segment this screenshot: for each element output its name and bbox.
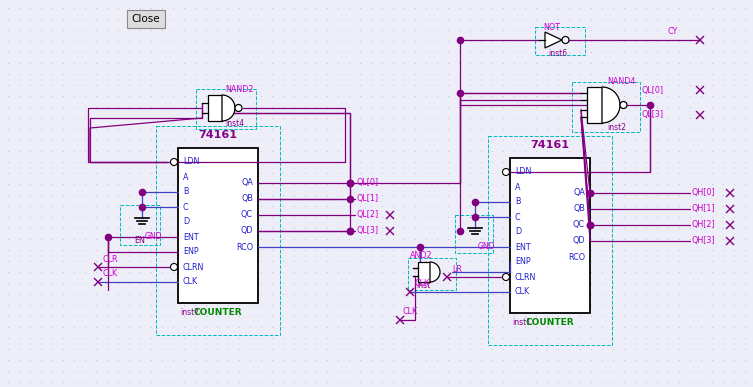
Text: QL[2]: QL[2]	[357, 209, 380, 219]
Circle shape	[502, 168, 510, 175]
Text: 74161: 74161	[531, 140, 569, 150]
Text: LR: LR	[452, 264, 462, 274]
Circle shape	[620, 101, 627, 108]
Text: CLR: CLR	[103, 255, 118, 264]
Bar	[178, 148, 258, 303]
Text: QH[2]: QH[2]	[692, 219, 716, 228]
Text: inst1: inst1	[512, 318, 531, 327]
Text: NAND2: NAND2	[225, 84, 254, 94]
Text: CLRN: CLRN	[515, 272, 536, 281]
Text: CLK: CLK	[415, 279, 430, 288]
Text: QA: QA	[241, 178, 253, 187]
Text: CLK: CLK	[103, 269, 118, 279]
Wedge shape	[222, 95, 235, 121]
Text: B: B	[183, 187, 188, 197]
Text: QA: QA	[573, 188, 585, 197]
Text: ENP: ENP	[183, 248, 199, 257]
Text: C: C	[515, 212, 520, 221]
Text: D: D	[515, 228, 521, 236]
Text: GND: GND	[145, 232, 163, 241]
Bar	[535, 27, 585, 55]
Text: QH[3]: QH[3]	[692, 236, 715, 245]
Text: QD: QD	[572, 236, 585, 245]
Text: inst7: inst7	[180, 308, 199, 317]
Text: inst2: inst2	[607, 123, 626, 132]
Bar	[488, 136, 612, 345]
Text: B: B	[515, 197, 520, 207]
Wedge shape	[602, 87, 620, 123]
Text: QL[1]: QL[1]	[357, 194, 379, 202]
Text: ENT: ENT	[183, 233, 199, 241]
Bar	[572, 82, 640, 132]
Text: A: A	[515, 183, 520, 192]
Text: NOT: NOT	[543, 22, 560, 31]
FancyBboxPatch shape	[127, 10, 165, 28]
Bar	[408, 258, 456, 290]
Text: GND: GND	[478, 242, 495, 251]
Text: D: D	[183, 217, 189, 226]
Circle shape	[502, 274, 510, 281]
Bar	[120, 205, 160, 245]
Bar	[156, 126, 280, 335]
Text: RCO: RCO	[236, 243, 253, 252]
Circle shape	[170, 159, 178, 166]
Text: QL[3]: QL[3]	[642, 111, 664, 120]
Circle shape	[170, 264, 178, 271]
Text: COUNTER: COUNTER	[194, 308, 242, 317]
Wedge shape	[430, 262, 440, 282]
Bar	[196, 89, 256, 129]
Text: QB: QB	[241, 195, 253, 204]
Text: EN: EN	[134, 236, 145, 245]
Text: NAND4: NAND4	[607, 77, 636, 86]
Text: QL[0]: QL[0]	[642, 86, 664, 94]
Text: 74161: 74161	[199, 130, 237, 140]
Text: ENP: ENP	[515, 257, 531, 267]
Text: QC: QC	[241, 211, 253, 219]
Text: CLK: CLK	[515, 288, 530, 296]
Text: QL[3]: QL[3]	[357, 226, 379, 235]
Circle shape	[562, 36, 569, 43]
Bar	[587, 87, 602, 123]
Text: QC: QC	[573, 221, 585, 229]
Text: LDN: LDN	[515, 168, 532, 176]
Text: CLK: CLK	[403, 308, 418, 317]
Text: RCO: RCO	[568, 252, 585, 262]
Text: CY: CY	[668, 27, 678, 36]
Text: C: C	[183, 202, 188, 212]
Text: QL[0]: QL[0]	[357, 178, 379, 187]
Text: LDN: LDN	[183, 158, 200, 166]
Text: inst6: inst6	[548, 48, 567, 58]
Polygon shape	[545, 32, 562, 48]
Text: CLK: CLK	[183, 277, 198, 286]
Text: inst4: inst4	[225, 120, 244, 128]
Text: Close: Close	[132, 14, 160, 24]
Text: QH[1]: QH[1]	[692, 204, 715, 212]
Text: COUNTER: COUNTER	[526, 318, 575, 327]
Bar	[455, 215, 493, 253]
Text: CLRN: CLRN	[183, 262, 204, 272]
Bar	[510, 158, 590, 313]
Text: inst: inst	[416, 281, 430, 289]
Text: A: A	[183, 173, 188, 182]
Text: QH[0]: QH[0]	[692, 187, 715, 197]
Text: ENT: ENT	[515, 243, 531, 252]
Bar	[208, 95, 222, 121]
Text: AND2: AND2	[410, 252, 433, 260]
Circle shape	[235, 104, 242, 111]
Text: QD: QD	[240, 226, 253, 236]
Text: QB: QB	[573, 204, 585, 214]
Bar	[418, 262, 430, 282]
